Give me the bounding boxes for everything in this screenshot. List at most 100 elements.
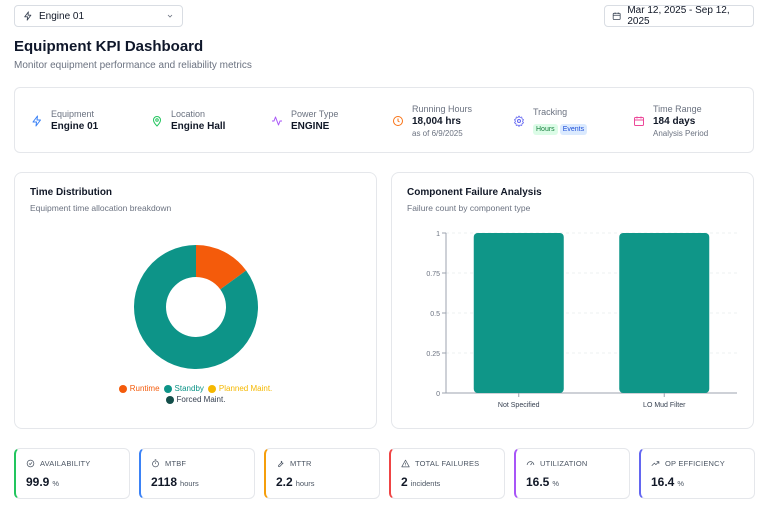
gauge-icon bbox=[526, 461, 535, 466]
info-equipment-label: Equipment bbox=[51, 109, 95, 119]
kpi-card-mtbf: MTBF 2118 hours bbox=[139, 448, 255, 499]
kpi-value-number: 2118 bbox=[151, 475, 178, 489]
legend-item-standby[interactable]: Standby bbox=[163, 384, 204, 393]
component-failure-panel: Component Failure Analysis Failure count… bbox=[391, 172, 754, 429]
kpi-label-text: MTBF bbox=[165, 459, 187, 468]
calendar-icon bbox=[612, 12, 621, 20]
info-location-value: Engine Hall bbox=[171, 121, 226, 132]
kpi-label-text: AVAILABILITY bbox=[40, 459, 91, 468]
kpi-card-utilization: UTILIZATION 16.5% bbox=[514, 448, 630, 499]
kpi-unit: % bbox=[677, 479, 685, 488]
map-pin-icon bbox=[152, 116, 162, 127]
kpi-card-mttr: MTTR 2.2 hours bbox=[264, 448, 380, 499]
date-range-picker[interactable]: Mar 12, 2025 - Sep 12, 2025 bbox=[604, 5, 754, 27]
gear-icon bbox=[514, 115, 524, 127]
info-location-label: Location bbox=[171, 109, 206, 119]
kpi-value: 2118 hours bbox=[151, 475, 199, 489]
time-distribution-subtitle: Equipment time allocation breakdown bbox=[30, 203, 172, 213]
component-failure-title: Component Failure Analysis bbox=[407, 187, 542, 198]
legend-label: Planned Maint. bbox=[218, 384, 273, 393]
kpi-value: 16.4% bbox=[651, 475, 684, 489]
page-title: Equipment KPI Dashboard bbox=[14, 38, 204, 55]
info-tracking: Tracking Hours Events bbox=[513, 88, 589, 154]
info-running-hours-sub: as of 6/9/2025 bbox=[412, 129, 463, 138]
kpi-value-number: 16.5 bbox=[526, 475, 550, 489]
kpi-label-text: OP EFFICIENCY bbox=[665, 459, 725, 468]
info-equipment-value: Engine 01 bbox=[51, 121, 99, 132]
trending-up-icon bbox=[651, 461, 660, 467]
legend-label: Standby bbox=[174, 384, 204, 393]
kpi-label: MTBF bbox=[151, 459, 186, 468]
kpi-label-text: TOTAL FAILURES bbox=[415, 459, 480, 468]
chevron-down-icon bbox=[167, 14, 173, 18]
legend-item-planned-maint-[interactable]: Planned Maint. bbox=[207, 384, 273, 393]
component-failure-bar-chart: 0 0.25 0.5 0.75 1 Not Specified LO Mud Filter bbox=[426, 231, 737, 409]
check-circle-icon bbox=[26, 459, 35, 468]
engine-select[interactable]: Engine 01 bbox=[14, 5, 183, 27]
legend-item-forced-maint-[interactable]: Forced Maint. bbox=[165, 395, 226, 404]
component-failure-subtitle: Failure count by component type bbox=[407, 203, 531, 213]
kpi-label-text: UTILIZATION bbox=[540, 459, 588, 468]
bolt-icon bbox=[24, 11, 32, 21]
info-running-hours: Running Hours 18,004 hrs as of 6/9/2025 bbox=[392, 88, 472, 154]
donut-slice-runtime[interactable] bbox=[196, 245, 247, 290]
legend-label: Forced Maint. bbox=[176, 395, 226, 404]
y-tick-label: 0.25 bbox=[426, 351, 440, 358]
legend-dot bbox=[118, 384, 127, 393]
kpi-label: AVAILABILITY bbox=[26, 459, 90, 468]
time-distribution-donut-chart bbox=[134, 245, 258, 369]
clock-icon bbox=[393, 116, 403, 126]
legend-row-1: Runtime Standby Planned Maint. bbox=[15, 384, 376, 395]
bar-lo-mud-filter[interactable] bbox=[619, 233, 710, 393]
legend-row-2: Forced Maint. bbox=[15, 395, 376, 406]
tracking-badge-events: Events bbox=[559, 124, 588, 135]
x-tick-label: Not Specified bbox=[498, 402, 540, 409]
page-subtitle: Monitor equipment performance and reliab… bbox=[14, 60, 252, 71]
date-range-value: Mar 12, 2025 - Sep 12, 2025 bbox=[627, 5, 730, 27]
kpi-value-number: 2.2 bbox=[276, 475, 293, 489]
info-time-range: Time Range 184 days Analysis Period bbox=[633, 88, 708, 154]
legend-dot bbox=[207, 384, 216, 393]
bar-not-specified[interactable] bbox=[473, 233, 564, 393]
calendar-icon bbox=[634, 116, 644, 126]
kpi-value-number: 16.4 bbox=[651, 475, 675, 489]
info-power-type: Power Type ENGINE bbox=[271, 88, 338, 154]
kpi-card-total-failures: TOTAL FAILURES 2 incidents bbox=[389, 448, 505, 499]
legend-item-runtime[interactable]: Runtime bbox=[118, 384, 160, 393]
kpi-unit: incidents bbox=[410, 479, 441, 488]
kpi-card-availability: AVAILABILITY 99.9% bbox=[14, 448, 130, 499]
info-time-range-label: Time Range bbox=[653, 104, 702, 114]
time-distribution-panel: Time Distribution Equipment time allocat… bbox=[14, 172, 377, 429]
kpi-label: UTILIZATION bbox=[526, 459, 587, 468]
donut-slice-standby[interactable] bbox=[134, 245, 258, 369]
kpi-label: TOTAL FAILURES bbox=[401, 459, 479, 468]
kpi-label: OP EFFICIENCY bbox=[651, 459, 725, 468]
legend-label: Runtime bbox=[129, 384, 160, 393]
info-power-type-label: Power Type bbox=[291, 109, 339, 119]
legend-dot bbox=[163, 384, 172, 393]
kpi-value: 99.9% bbox=[26, 475, 59, 489]
y-tick-label: 0 bbox=[436, 391, 440, 398]
bolt-icon bbox=[32, 115, 41, 127]
y-tick-label: 1 bbox=[436, 231, 440, 238]
wrench-icon bbox=[278, 460, 284, 468]
x-tick-label: LO Mud Filter bbox=[643, 402, 686, 409]
kpi-unit: % bbox=[52, 479, 60, 488]
engine-select-value: Engine 01 bbox=[39, 10, 85, 22]
info-tracking-label: Tracking bbox=[533, 107, 568, 117]
legend-dot bbox=[165, 395, 174, 404]
info-location: Location Engine Hall bbox=[151, 88, 225, 154]
info-running-hours-value: 18,004 hrs bbox=[412, 116, 461, 127]
kpi-unit: hours bbox=[180, 479, 199, 488]
equipment-info-card: Equipment Engine 01 Location Engine Hall… bbox=[14, 87, 754, 153]
info-power-type-value: ENGINE bbox=[291, 121, 330, 132]
kpi-unit: hours bbox=[295, 479, 315, 488]
info-time-range-value: 184 days bbox=[653, 116, 696, 127]
kpi-unit: % bbox=[552, 479, 560, 488]
y-tick-label: 0.75 bbox=[426, 271, 440, 278]
kpi-value-number: 99.9 bbox=[26, 475, 50, 489]
info-time-range-sub: Analysis Period bbox=[653, 129, 709, 138]
kpi-value: 2 incidents bbox=[401, 475, 440, 489]
kpi-value: 2.2 hours bbox=[276, 475, 314, 489]
y-tick-label: 0.5 bbox=[430, 311, 440, 318]
